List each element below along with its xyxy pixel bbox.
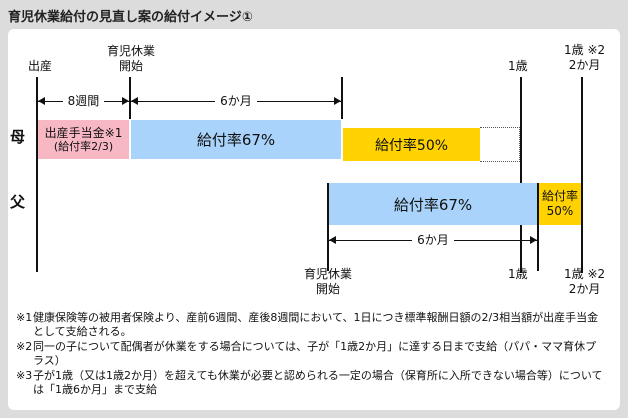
line-leave-start-mother (129, 77, 131, 119)
bar-father-rate-50-line2: 50% (546, 204, 574, 218)
label-leave-start-bottom-line1: 育児休業 (303, 267, 352, 281)
duration-8-weeks-label: 8週間 (62, 94, 105, 108)
label-age-1-2m-bottom: 1歳 ※2 2か月 (564, 267, 605, 297)
diagram-panel: 出産 育児休業 開始 1歳 1歳 ※2 2か月 8週間 6か月 母 (8, 29, 620, 410)
line-mother-6m (341, 77, 343, 119)
label-age-1-2m-top-line1: 1歳 ※2 (564, 43, 606, 57)
footnote-3-text: 子が1歳（又は1歳2か月）を超えても休業が必要と認められる一定の場合（保育所に入… (33, 369, 603, 396)
footnote-1: ※1 健康保険等の被用者保険より、産前6週間、産後8週間において、1日につき標準… (16, 311, 606, 339)
bar-mother-rate-50: 給付率50% (343, 128, 480, 161)
duration-6-months-father: 6か月 (329, 232, 537, 248)
row-label-father: 父 (10, 193, 26, 211)
footnote-2-text: 同一の子について配偶者が休業をする場合については、子が「1歳2か月」に達する日ま… (33, 340, 597, 367)
bar-mother-rate-67-label: 給付率67% (196, 131, 276, 149)
duration-6-months-mother-label: 6か月 (215, 94, 257, 108)
line-age-1 (520, 77, 522, 273)
bar-father-rate-67-label: 給付率67% (393, 195, 473, 214)
footnote-3-mark: ※3 (16, 369, 33, 382)
figure-title: 育児休業給付の見直し案の給付イメージ① (8, 10, 253, 25)
label-age-1-top: 1歳 (508, 59, 528, 73)
bar-father-rate-50-line1: 給付率 (541, 189, 578, 203)
bar-maternity-allowance-line1: 出産手当金※1 (44, 125, 123, 140)
label-age-1-bottom: 1歳 (508, 267, 528, 281)
label-leave-start-top: 育児休業 開始 (101, 44, 161, 74)
footnote-2: ※2 同一の子について配偶者が休業をする場合については、子が「1歳2か月」に達す… (16, 340, 606, 368)
bar-mother-rate-67: 給付率67% (131, 120, 341, 159)
label-age-1-2m-top-line2: 2か月 (568, 58, 601, 72)
line-age-1-2m (581, 77, 583, 273)
line-birth (36, 77, 38, 272)
duration-6-months-father-label: 6か月 (412, 233, 454, 247)
footnote-1-mark: ※1 (16, 311, 33, 324)
bar-father-rate-67: 給付率67% (329, 183, 537, 225)
bar-mother-rate-50-label: 給付率50% (374, 137, 449, 154)
bar-father-rate-50: 給付率 50% (539, 183, 581, 225)
label-age-1-2m-bottom-line2: 2か月 (568, 282, 601, 296)
row-label-mother: 母 (10, 128, 26, 146)
footnote-3: ※3 子が1歳（又は1歳2か月）を超えても休業が必要と認められる一定の場合（保育… (16, 369, 606, 397)
label-leave-start-bottom: 育児休業 開始 (298, 267, 358, 297)
label-leave-start-top-line2: 開始 (118, 59, 143, 73)
bar-maternity-allowance: 出産手当金※1 (給付率2/3) (38, 120, 129, 159)
label-age-1-2m-bottom-line1: 1歳 ※2 (564, 267, 606, 281)
label-leave-start-top-line1: 育児休業 (106, 44, 155, 58)
duration-8-weeks: 8週間 (38, 93, 129, 109)
duration-6-months-mother: 6か月 (131, 93, 341, 109)
line-father-6m (537, 183, 539, 271)
bar-mother-extension-dotted (480, 127, 520, 162)
footnote-1-text: 健康保険等の被用者保険より、産前6週間、産後8週間において、1日につき標準報酬日… (33, 311, 599, 338)
label-birth: 出産 (28, 59, 53, 73)
footnote-2-mark: ※2 (16, 340, 33, 353)
label-leave-start-bottom-line2: 開始 (315, 282, 340, 296)
bar-maternity-allowance-line2: (給付率2/3) (53, 139, 114, 153)
label-age-1-2m-top: 1歳 ※2 2か月 (564, 43, 605, 73)
line-leave-start-father (327, 183, 329, 271)
